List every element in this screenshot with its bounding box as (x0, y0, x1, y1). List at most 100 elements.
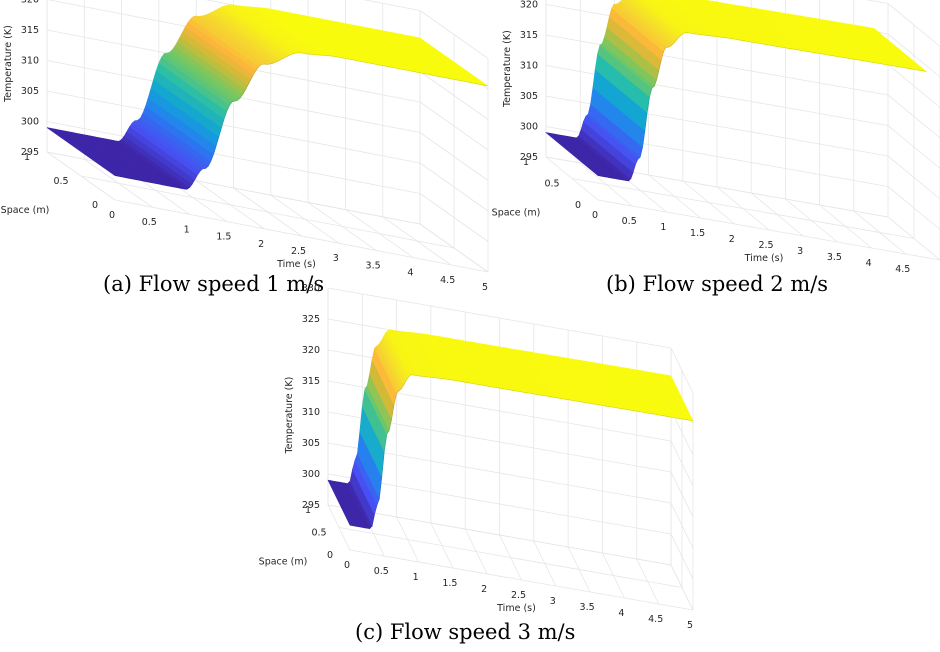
surface-strip (666, 0, 714, 37)
z-tick-label: 315 (520, 30, 538, 41)
grid-line-y-floor (114, 199, 489, 273)
x-tick-label: 4 (407, 268, 413, 279)
x-tick-label: 1 (184, 224, 190, 235)
surface-strip (660, 0, 707, 36)
surface-strip (670, 0, 719, 38)
surface-strip (654, 0, 700, 35)
z-axis-label: Temperature (K) (3, 25, 14, 103)
grid-line-y-floor (349, 549, 694, 611)
y-tick-label: 0.5 (544, 179, 559, 190)
surface-strip (662, 0, 710, 37)
surface-front-edge (597, 32, 927, 182)
x-tick-label: 2.5 (511, 590, 526, 601)
y-tick-label: 1 (24, 152, 30, 163)
x-tick-label: 2.5 (758, 240, 773, 251)
y-tick-label: 0 (327, 550, 333, 561)
x-tick-label: 3.5 (366, 260, 381, 271)
z-tick-label: 295 (302, 500, 320, 511)
z-tick-label: 310 (520, 61, 538, 72)
chart-panel-b: 0 0.5 1 1.5 2 2.5 3 3.5 4 4.5 0 0.5 1 295 300 305 310 315… (470, 0, 940, 310)
z-tick-label: 325 (302, 314, 320, 325)
surface-strip (650, 0, 696, 35)
z-tick-label: 310 (302, 407, 320, 418)
x-tick-label: 1.5 (442, 578, 457, 589)
x-tick-label: 4 (618, 608, 624, 619)
caption-b: (b) Flow speed 2 m/s (606, 272, 829, 296)
z-tick-label: 320 (21, 0, 39, 6)
surface-strip (686, 0, 738, 40)
tick-labels: 00.511.522.533.544.500.51295300305310315… (520, 0, 910, 275)
z-tick-label: 305 (302, 438, 320, 449)
surface-strip (624, 0, 679, 42)
z-tick-label: 300 (302, 469, 320, 480)
y-tick-label: 1 (305, 505, 311, 516)
z-tick-label: 320 (520, 0, 538, 11)
x-tick-label: 1 (660, 222, 666, 233)
z-tick-label: 320 (302, 345, 320, 356)
x-tick-label: 5 (687, 620, 693, 631)
surface-strip (647, 0, 691, 34)
grid-line-y-floor (80, 175, 455, 249)
tick-labels: 00.511.522.533.544.5500.5129530030531031… (302, 283, 693, 631)
x-tick-label: 0 (592, 210, 598, 221)
y-axis-label: Space (m) (259, 557, 308, 568)
grid-line-y-floor (571, 178, 915, 239)
z-tick-label: 300 (21, 117, 39, 128)
z-tick-label: 315 (302, 376, 320, 387)
y-axis-label: Space (m) (492, 208, 541, 219)
grid-line-y-floor (327, 504, 672, 566)
x-tick-label: 4.5 (895, 264, 910, 275)
surface-plot-b: 00.511.522.533.544.500.51295300305310315… (492, 0, 940, 275)
x-tick-label: 4 (866, 258, 872, 269)
x-tick-label: 2 (258, 239, 264, 250)
x-tick-label: 0.5 (622, 216, 637, 227)
z-axis-label: Temperature (K) (502, 30, 513, 108)
surface (327, 329, 694, 530)
x-tick-label: 3.5 (827, 252, 842, 263)
x-axis-label: Time (s) (744, 253, 784, 264)
surface-strip (871, 27, 927, 72)
surface-strip (644, 0, 688, 34)
surface (46, 4, 489, 190)
surface-strip (682, 0, 733, 40)
surface-strip (678, 0, 728, 39)
surface-front-edge (114, 52, 489, 190)
x-tick-label: 0.5 (142, 217, 157, 228)
surface-strip (699, 0, 754, 43)
grid-line-y-floor (338, 527, 683, 588)
x-tick-label: 3.5 (580, 602, 595, 613)
surface-strip (689, 0, 743, 41)
surface-strip (658, 0, 705, 36)
x-axis-label: Time (s) (276, 259, 316, 270)
surface-strip (417, 37, 489, 87)
x-tick-label: 5 (482, 282, 488, 293)
z-axis-label: Temperature (K) (284, 377, 295, 455)
x-tick-label: 0 (344, 560, 350, 571)
surface-plot-a: 00.511.522.533.544.5500.5129530030531031… (1, 0, 489, 293)
y-tick-label: 1 (523, 157, 529, 168)
x-tick-label: 2 (481, 584, 487, 595)
surface-strip (668, 0, 717, 37)
surface-front-edge (349, 374, 694, 529)
z-tick-label: 300 (520, 122, 538, 133)
x-tick-label: 3 (333, 253, 339, 264)
chart-panel-a: 0 0.5 1 1.5 2 2.5 3 3.5 4 4.5 5 0 0.5 1 295 300 305 310 31… (0, 0, 489, 310)
z-tick-label: 305 (520, 91, 538, 102)
surface-strip (652, 0, 698, 35)
surface-strip (664, 0, 712, 37)
z-tick-label: 295 (520, 152, 538, 163)
z-tick-label: 295 (21, 147, 39, 158)
surface-strip (620, 0, 676, 45)
x-tick-label: 4.5 (440, 275, 455, 286)
z-tick-label: 330 (302, 283, 320, 294)
x-tick-label: 1.5 (690, 228, 705, 239)
y-axis-label: Space (m) (1, 205, 50, 216)
x-tick-label: 0.5 (374, 566, 389, 577)
tick-labels: 00.511.522.533.544.5500.5129530030531031… (21, 0, 488, 293)
chart-panel-c: 0 0.5 1 1.5 2 2.5 3 3.5 4 4.5 5 0 0.5 1 295 300 305 310 31… (225, 283, 695, 648)
x-tick-label: 1 (413, 572, 419, 583)
surface-strip (676, 0, 726, 39)
x-tick-label: 1.5 (216, 232, 231, 243)
surface-strip (695, 0, 750, 42)
surface-strip (672, 0, 721, 38)
